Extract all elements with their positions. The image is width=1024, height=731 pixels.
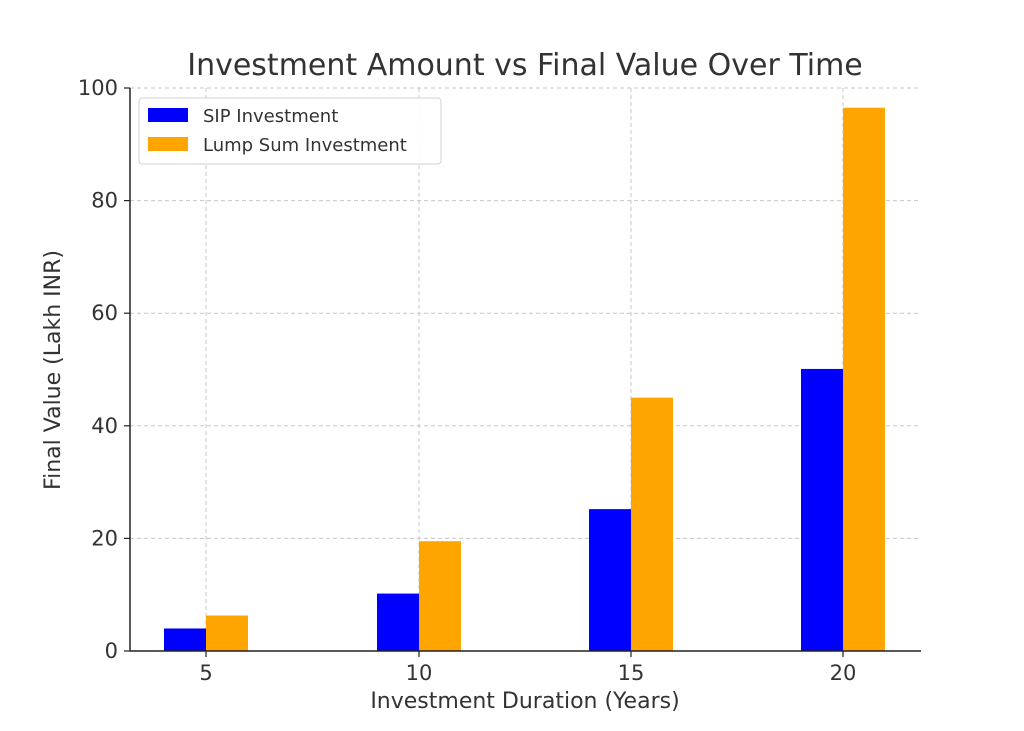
x-tick-label: 5 <box>199 661 212 685</box>
bar-lump-sum-20 <box>843 107 885 651</box>
chart-title: Investment Amount vs Final Value Over Ti… <box>187 48 863 83</box>
bar-sip-20 <box>801 368 843 651</box>
y-tick-label: 80 <box>91 189 118 213</box>
x-tick-label: 10 <box>406 661 433 685</box>
x-tick-label: 20 <box>830 661 857 685</box>
bar-sip-15 <box>589 509 631 651</box>
y-tick-label: 100 <box>78 76 118 100</box>
bar-lump-sum-10 <box>419 541 461 651</box>
legend-swatch <box>148 108 188 122</box>
y-tick-label: 0 <box>105 639 118 663</box>
legend-label: Lump Sum Investment <box>203 135 407 156</box>
legend-swatch <box>148 137 188 151</box>
y-axis-label: Final Value (Lakh INR) <box>41 250 66 490</box>
bar-sip-10 <box>377 593 419 651</box>
legend-frame <box>138 97 442 165</box>
y-tick-label: 20 <box>91 526 118 550</box>
bar-lump-sum-5 <box>206 615 248 651</box>
x-tick-label: 15 <box>618 661 645 685</box>
y-tick-label: 60 <box>91 301 118 325</box>
bars-layer <box>164 107 885 651</box>
y-tick-label: 40 <box>91 414 118 438</box>
axes-layer: 0 20 40 60 80 100 5 10 15 20 <box>78 76 921 685</box>
bar-sip-5 <box>164 628 206 651</box>
bar-lump-sum-15 <box>631 397 673 651</box>
legend-label: SIP Investment <box>203 106 338 127</box>
x-axis-label: Investment Duration (Years) <box>370 689 679 714</box>
legend: SIP Investment Lump Sum Investment <box>138 97 442 165</box>
